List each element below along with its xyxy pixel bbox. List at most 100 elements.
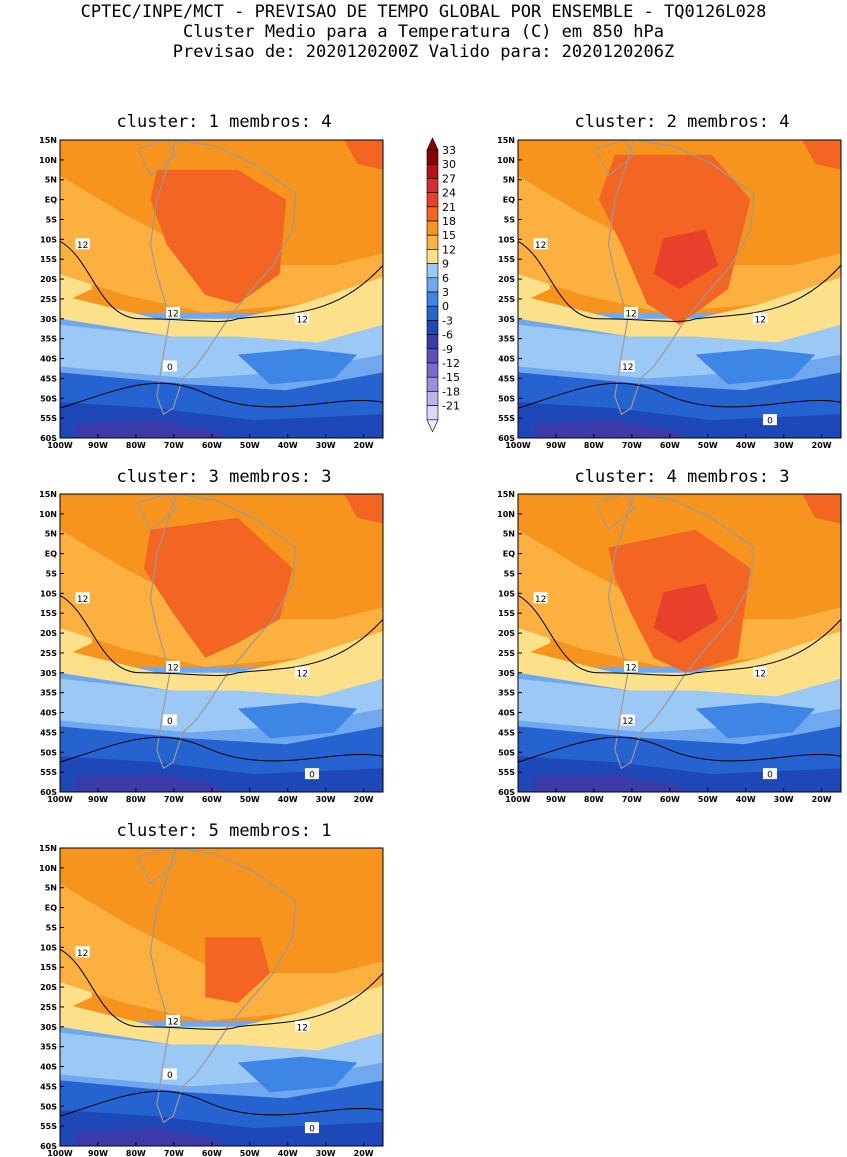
y-tick-label: EQ — [45, 550, 57, 559]
contour-label-bg — [762, 414, 777, 426]
field-12c-band — [60, 982, 383, 1051]
y-tick-label: 25S — [40, 295, 57, 304]
x-tick-label: 40W — [736, 441, 756, 450]
y-tick-label: 15S — [40, 609, 57, 618]
x-tick-label: 80W — [126, 795, 146, 804]
contour-label-bg — [304, 1122, 319, 1134]
colorbar-label: 21 — [442, 201, 456, 214]
y-tick-label: 10N — [39, 156, 57, 165]
colorbar-label: -15 — [442, 371, 460, 384]
y-tick-label: 30S — [40, 315, 57, 324]
y-tick-label: 5N — [503, 530, 515, 539]
y-tick-label: 20S — [40, 629, 57, 638]
panel-3-title: cluster: 3 membros: 3 — [116, 467, 332, 487]
y-tick-label: EQ — [503, 196, 515, 205]
contour-label-bg — [162, 360, 177, 372]
x-tick-label: 30W — [774, 441, 794, 450]
contour-label-bg — [533, 238, 548, 250]
x-tick-label: 90W — [88, 441, 108, 450]
y-tick-label: EQ — [503, 550, 515, 559]
x-tick-label: 90W — [546, 441, 566, 450]
y-tick-label: 10N — [39, 864, 57, 873]
x-tick-label: 100W — [47, 795, 73, 804]
x-tick-label: 30W — [316, 1149, 336, 1157]
x-tick-label: 20W — [354, 441, 374, 450]
y-tick-label: 15N — [497, 136, 515, 145]
x-tick-label: 60W — [660, 441, 680, 450]
y-tick-label: 10N — [497, 510, 515, 519]
colorbar-label: 15 — [442, 229, 456, 242]
y-tick-label: 25S — [40, 1003, 57, 1012]
header-line-2: Cluster Medio para a Temperatura (C) em … — [182, 22, 665, 42]
south-america-outline — [607, 140, 755, 416]
y-tick-label: 60S — [498, 788, 515, 797]
y-tick-label: 55S — [498, 768, 515, 777]
y-tick-label: 35S — [498, 689, 515, 698]
field-15c-band — [60, 175, 383, 313]
y-tick-label: 50S — [498, 748, 515, 757]
contour-label: 0 — [309, 1125, 315, 1135]
contour-0c — [518, 736, 841, 763]
contour-label: 12 — [77, 949, 88, 959]
y-tick-label: 5N — [503, 176, 515, 185]
x-tick-label: 60W — [660, 795, 680, 804]
field-21c-core — [205, 937, 270, 1003]
y-tick-label: 30S — [40, 1023, 57, 1032]
y-tick-label: 5S — [46, 215, 58, 224]
y-tick-label: 30S — [40, 669, 57, 678]
header-line-3: Previsao de: 2020120200Z Valido para: 20… — [172, 42, 675, 62]
contour-label: 12 — [535, 595, 546, 605]
field-3c-blob — [237, 702, 358, 739]
contour-label: 12 — [625, 309, 636, 319]
contour-label-bg — [533, 592, 548, 604]
y-tick-label: 50S — [498, 394, 515, 403]
contour-label: 12 — [755, 315, 766, 325]
colorbar-label: 9 — [442, 258, 449, 271]
y-tick-label: 15S — [40, 963, 57, 972]
contour-label-bg — [624, 306, 639, 318]
y-tick-label: 45S — [40, 728, 57, 737]
y-tick-label: 25S — [40, 649, 57, 658]
contour-label: 12 — [167, 1017, 178, 1027]
x-tick-label: 40W — [278, 1149, 298, 1157]
colorbar-swatch — [426, 192, 439, 208]
contour-label: 12 — [755, 669, 766, 679]
field-15c-band — [60, 883, 383, 1021]
contour-label: 0 — [167, 717, 173, 727]
y-tick-label: 10S — [40, 589, 57, 598]
contour-12c — [518, 240, 841, 322]
x-tick-label: 20W — [812, 795, 832, 804]
y-tick-label: 25S — [498, 649, 515, 658]
colorbar-swatch — [426, 291, 439, 307]
y-tick-label: 40S — [498, 355, 515, 364]
y-tick-label: 35S — [498, 335, 515, 344]
y-tick-label: 30S — [498, 315, 515, 324]
x-tick-label: 60W — [202, 1149, 222, 1157]
colorbar-swatch — [426, 220, 439, 236]
field-m6c-band — [534, 774, 680, 792]
y-tick-label: 5N — [45, 884, 57, 893]
contour-label-bg — [753, 312, 768, 324]
contour-label-bg — [620, 360, 635, 372]
y-tick-label: 10S — [40, 235, 57, 244]
y-tick-label: 15S — [498, 609, 515, 618]
field-m6c-band — [76, 774, 222, 792]
contour-0c — [60, 1090, 383, 1117]
panel-frame — [517, 139, 842, 439]
contour-0c — [60, 736, 383, 763]
x-tick-label: 50W — [240, 795, 260, 804]
x-tick-label: 50W — [698, 795, 718, 804]
contour-label-bg — [295, 666, 310, 678]
field-hotspot-ne — [344, 494, 383, 524]
colorbar-swatch — [426, 391, 439, 406]
colorbar-label: 3 — [442, 286, 449, 299]
panel-2-title: cluster: 2 membros: 4 — [574, 112, 790, 132]
colorbar-label: 33 — [442, 144, 456, 157]
contour-label: 12 — [297, 1023, 308, 1033]
y-tick-label: 5S — [46, 923, 58, 932]
field-15c-band — [518, 175, 841, 313]
x-tick-label: 80W — [584, 795, 604, 804]
colorbar-swatch — [426, 178, 439, 193]
y-tick-label: 60S — [40, 434, 57, 443]
